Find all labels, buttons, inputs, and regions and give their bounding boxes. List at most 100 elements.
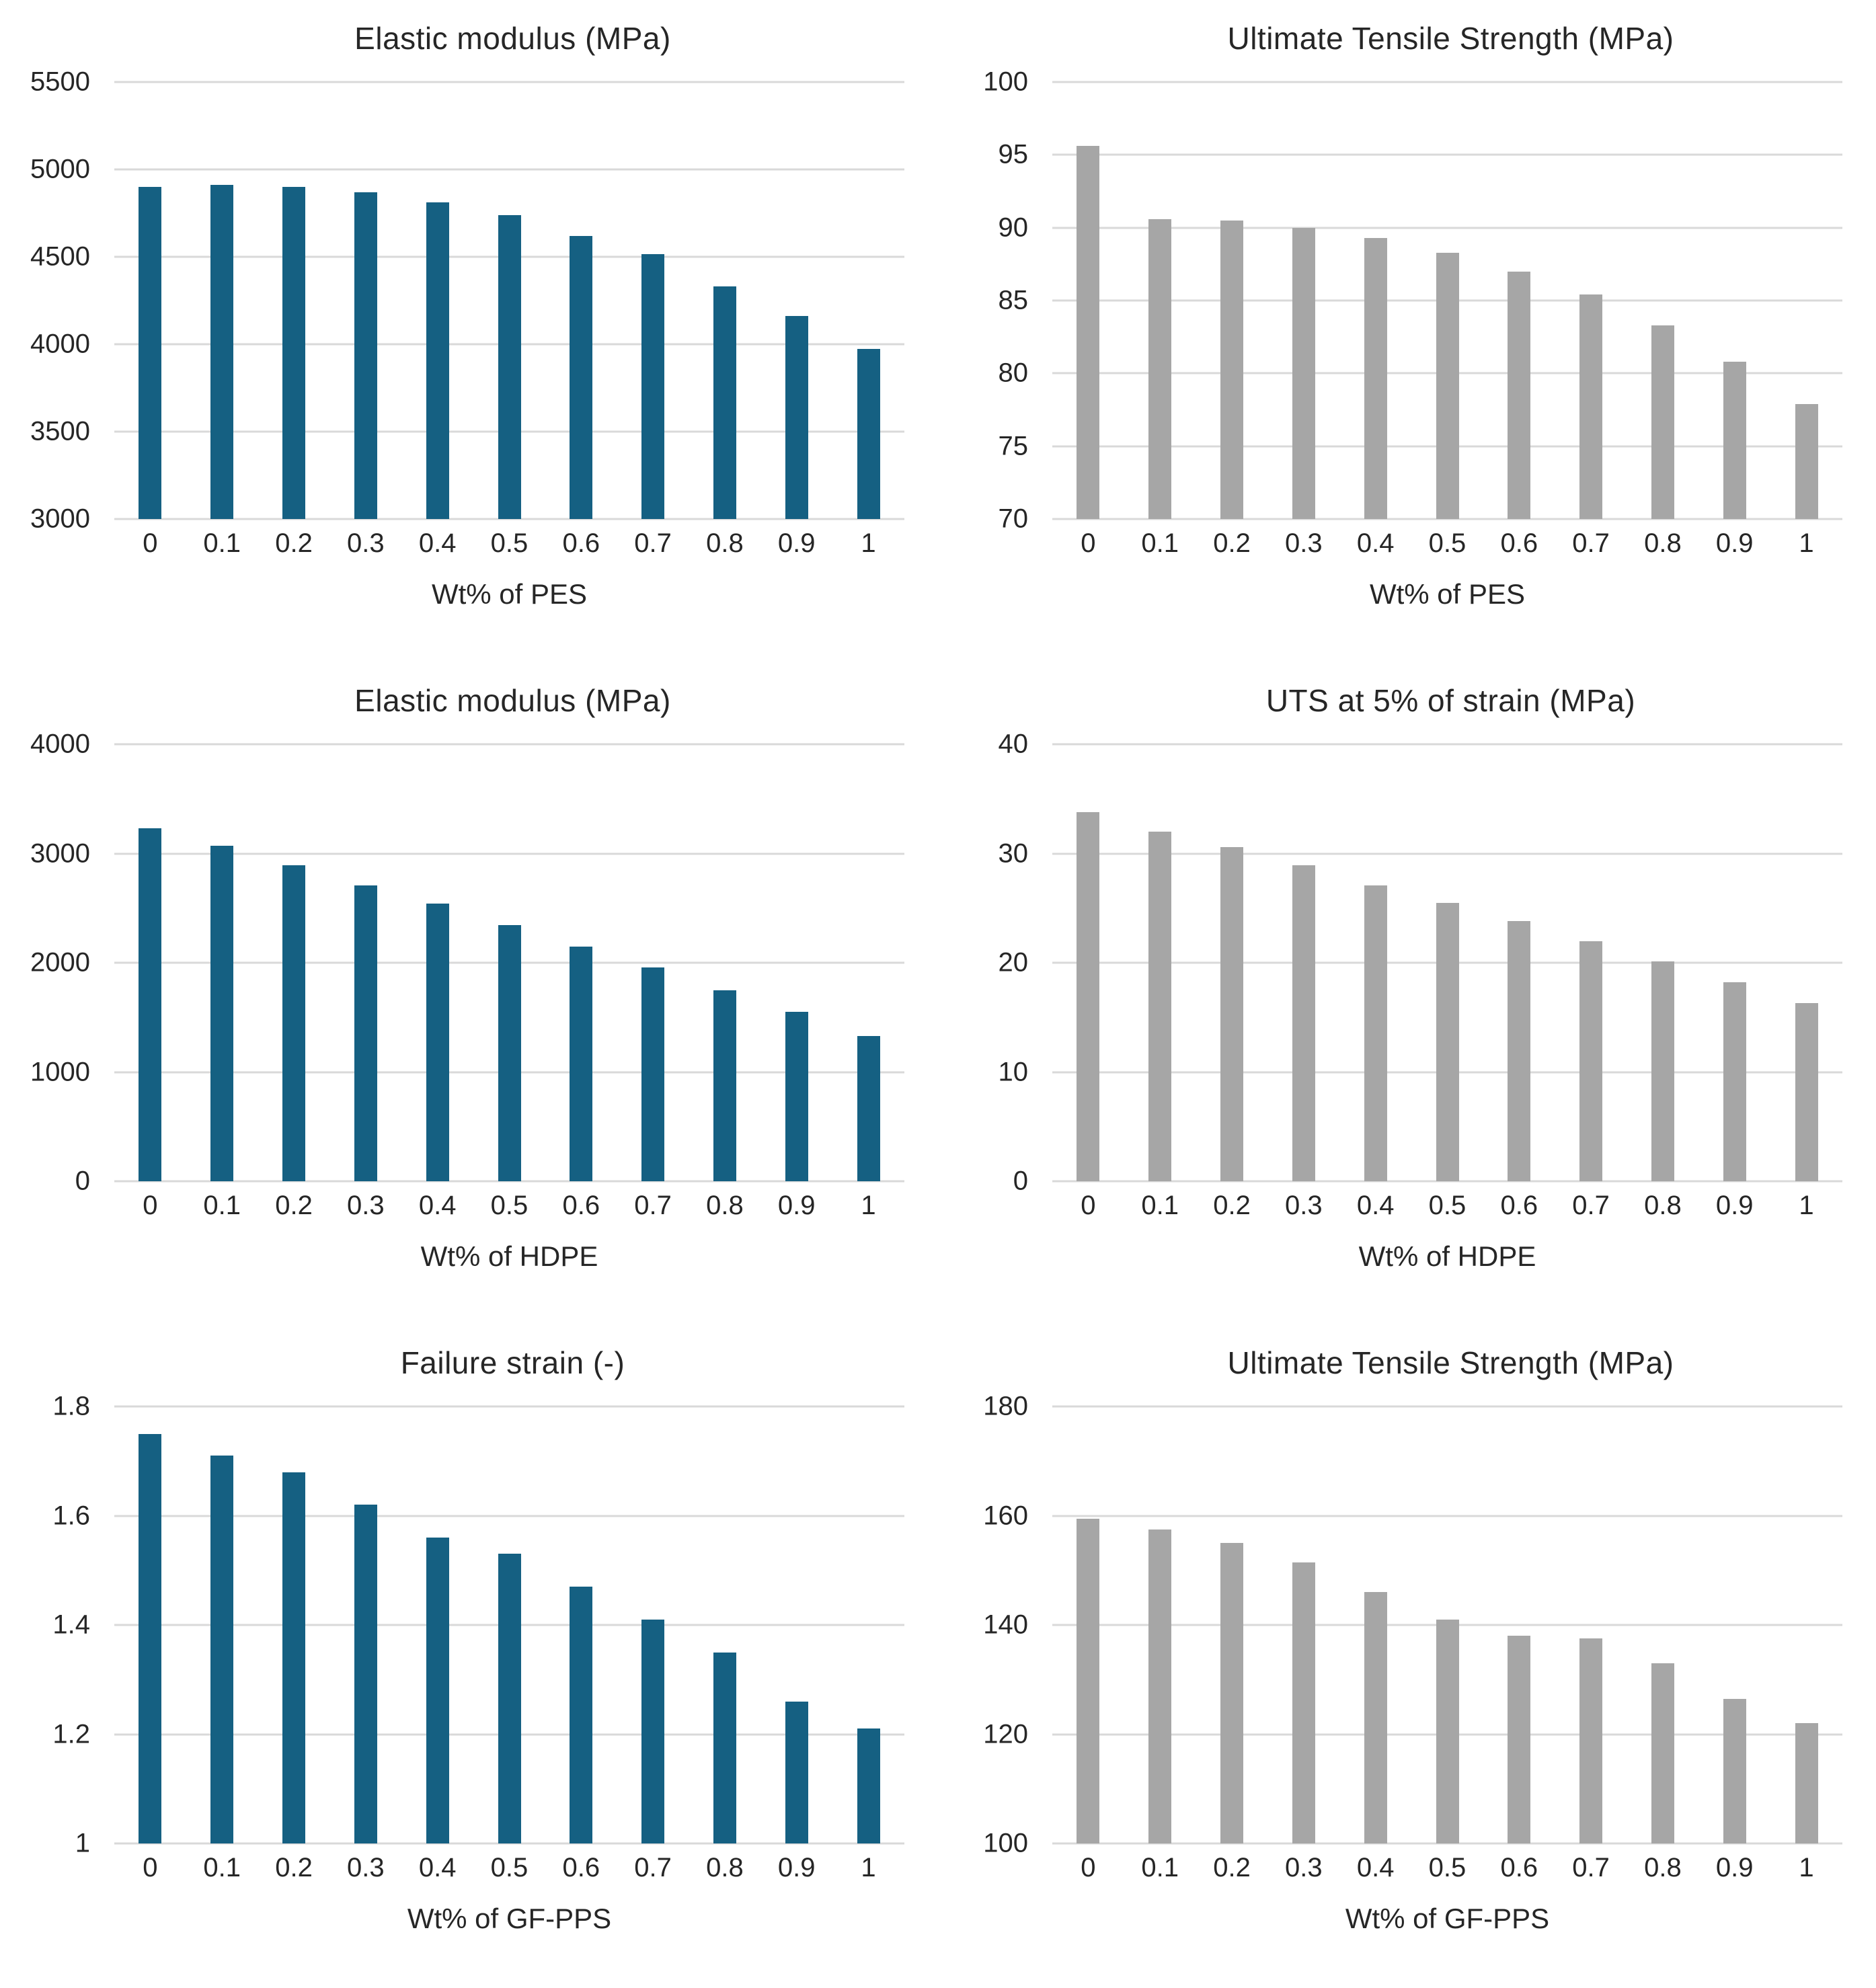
y-tick-label: 2000: [30, 947, 90, 978]
bar: [570, 1587, 593, 1843]
x-tick-label: 0.5: [1428, 1853, 1467, 1882]
bar: [1436, 902, 1459, 1181]
y-tick-label: 1.6: [52, 1501, 90, 1530]
x-tick-label: 0: [1081, 528, 1096, 558]
y-tick-label: 1.8: [52, 1391, 90, 1421]
bar: [210, 185, 234, 519]
x-tick-label: 0.2: [275, 528, 313, 558]
chart-uts-5-strain-hdpe: UTS at 5% of strain (MPa) 40 30 20 10 0 0 0.1…: [938, 662, 1876, 1324]
chart-title: Elastic modulus (MPa): [354, 683, 671, 718]
x-tick-label: 0.3: [347, 1191, 385, 1220]
bar: [498, 214, 521, 519]
gridline: [1052, 153, 1842, 156]
x-axis: 0 0.1 0.2 0.3 0.4 0.5 0.6 0.7 0.8 0.9 1: [1052, 1191, 1842, 1226]
y-tick-label: 70: [998, 504, 1029, 534]
y-tick-label: 4000: [30, 329, 90, 359]
y-tick-label: 1.4: [52, 1609, 90, 1640]
y-tick-label: 90: [998, 212, 1029, 243]
x-tick-label: 0.6: [1500, 528, 1538, 558]
bar: [1292, 227, 1315, 519]
chart-uts-pes: Ultimate Tensile Strength (MPa) 100 95 90 8…: [938, 0, 1876, 662]
chart-title: Ultimate Tensile Strength (MPa): [1227, 21, 1674, 56]
x-tick-label: 0.5: [1428, 528, 1467, 558]
plot-area: [114, 81, 904, 520]
gridline: [114, 1515, 904, 1517]
bar: [1220, 846, 1244, 1181]
bar: [1795, 403, 1818, 519]
y-tick-label: 75: [998, 431, 1029, 461]
bar: [1508, 1636, 1531, 1843]
bar: [1292, 865, 1315, 1181]
bar: [857, 1728, 880, 1843]
bar: [282, 1472, 306, 1843]
bar: [1077, 811, 1100, 1181]
bar: [641, 1619, 665, 1843]
y-axis: 180 160 140 120 100: [945, 1392, 1052, 1858]
y-tick-label: 100: [983, 67, 1028, 97]
gridline: [114, 743, 904, 746]
bar: [1723, 362, 1746, 519]
y-tick-label: 1000: [30, 1057, 90, 1086]
gridline: [1052, 1515, 1842, 1517]
x-axis: 0 0.1 0.2 0.3 0.4 0.5 0.6 0.7 0.8 0.9 1: [114, 1853, 904, 1888]
x-tick-label: 1: [861, 1191, 876, 1220]
x-tick-label: 0.3: [1285, 528, 1323, 558]
x-tick-label: 0.7: [634, 1191, 672, 1220]
x-axis-title: Wt% of HDPE: [1358, 1240, 1536, 1272]
x-tick-label: 1: [1799, 528, 1814, 558]
bar: [1436, 252, 1459, 519]
bar: [210, 846, 234, 1181]
bar: [713, 990, 736, 1181]
chart-uts-gfpps: Ultimate Tensile Strength (MPa) 180 160 14…: [938, 1324, 1876, 1987]
bar: [713, 286, 736, 519]
y-tick-label: 0: [75, 1166, 90, 1196]
x-tick-label: 0.5: [490, 1191, 529, 1220]
y-tick-label: 4000: [30, 729, 90, 759]
x-tick-label: 0.9: [1715, 1853, 1754, 1882]
gridline: [1052, 518, 1842, 520]
bar: [210, 1456, 234, 1843]
x-tick-label: 0.1: [1141, 1853, 1179, 1882]
y-axis: 1.8 1.6 1.4 1.2 1: [7, 1392, 114, 1858]
bar: [139, 828, 162, 1181]
y-tick-label: 5000: [30, 154, 90, 184]
bar: [785, 1012, 808, 1181]
bar: [857, 348, 880, 519]
y-tick-label: 160: [983, 1501, 1028, 1530]
bar: [498, 924, 521, 1181]
chart-title: Failure strain (-): [400, 1345, 625, 1380]
y-tick-label: 3500: [30, 416, 90, 446]
gridline: [114, 518, 904, 520]
y-tick-label: 1: [75, 1828, 90, 1858]
plot-area: [114, 1405, 904, 1845]
x-tick-label: 0.3: [347, 1853, 385, 1882]
x-tick-label: 0.6: [562, 1191, 600, 1220]
bar: [354, 1505, 377, 1843]
gridline: [1052, 1842, 1842, 1845]
gridline: [114, 168, 904, 171]
y-tick-label: 4500: [30, 241, 90, 272]
bar: [785, 316, 808, 519]
y-tick-label: 85: [998, 285, 1029, 315]
x-tick-label: 0.4: [1356, 1191, 1395, 1220]
bar: [139, 1433, 162, 1843]
chart-failure-strain-gfpps: Failure strain (-) 1.8 1.6 1.4 1.2 1 0 0.1 0.2…: [0, 1324, 938, 1987]
bar: [1436, 1619, 1459, 1843]
bar: [354, 885, 377, 1181]
gridline: [1052, 227, 1842, 229]
chart-title: Ultimate Tensile Strength (MPa): [1227, 1345, 1674, 1380]
y-tick-label: 180: [983, 1391, 1028, 1421]
x-tick-label: 0.9: [1715, 528, 1754, 558]
plot-row: 100 95 90 85 80 75 70: [945, 67, 1842, 534]
x-axis-title: Wt% of HDPE: [420, 1240, 598, 1272]
y-tick-label: 0: [1013, 1166, 1028, 1196]
bar: [1148, 1529, 1172, 1843]
x-tick-label: 0.9: [1715, 1191, 1754, 1220]
plot-row: 180 160 140 120 100: [945, 1392, 1842, 1858]
y-tick-label: 3000: [30, 504, 90, 534]
plot-row: 1.8 1.6 1.4 1.2 1: [7, 1392, 904, 1858]
chart-elastic-modulus-pes: Elastic modulus (MPa) 5500 5000 4500 4000 35…: [0, 0, 938, 662]
bar: [785, 1701, 808, 1843]
y-axis: 100 95 90 85 80 75 70: [945, 67, 1052, 534]
x-tick-label: 0: [143, 1191, 158, 1220]
